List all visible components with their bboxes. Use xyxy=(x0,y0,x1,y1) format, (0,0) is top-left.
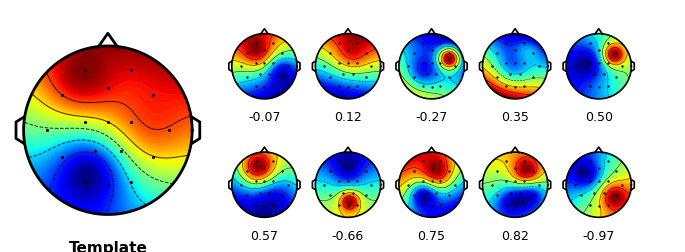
Text: 0.75: 0.75 xyxy=(418,230,445,243)
Text: 0.82: 0.82 xyxy=(501,230,529,243)
Text: -0.66: -0.66 xyxy=(332,230,364,243)
Text: -0.97: -0.97 xyxy=(582,230,615,243)
Text: -0.27: -0.27 xyxy=(415,111,448,124)
Text: 0.57: 0.57 xyxy=(251,230,278,243)
Text: -0.07: -0.07 xyxy=(248,111,281,124)
Text: 0.50: 0.50 xyxy=(585,111,612,124)
Text: 0.12: 0.12 xyxy=(334,111,362,124)
Text: 0.35: 0.35 xyxy=(501,111,529,124)
Text: Template: Template xyxy=(68,241,147,252)
